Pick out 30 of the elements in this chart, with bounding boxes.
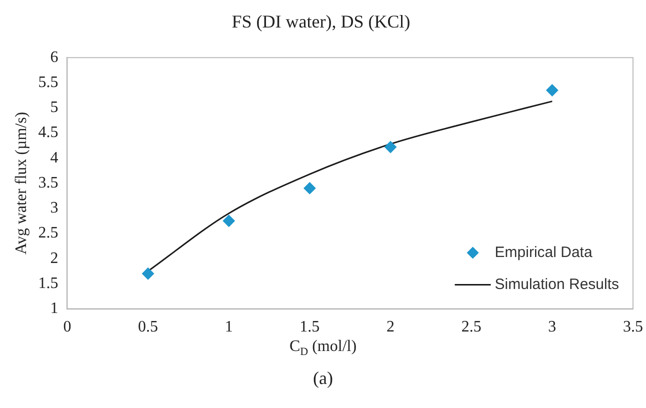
- x-tick-label: 2: [386, 318, 395, 336]
- point: [546, 84, 558, 96]
- y-tick-label: 3.5: [38, 174, 58, 192]
- y-tick-label: 1.5: [38, 274, 58, 292]
- x-tick-label: 3: [548, 318, 556, 336]
- text: (a): [312, 368, 334, 389]
- y-tick-label: 2: [50, 250, 58, 267]
- y-tick-label: 2.5: [38, 224, 58, 242]
- x-tick-label: 1.5: [300, 318, 320, 336]
- x-tick-label: 3.5: [623, 318, 643, 336]
- y-tick-label: 3: [50, 200, 58, 217]
- x-tick-label: 1: [224, 318, 233, 336]
- y-tick-label: 4: [50, 149, 58, 166]
- x-tick-label: 0.5: [138, 318, 158, 336]
- point: [304, 182, 316, 194]
- legend-label: Simulation Results: [494, 276, 619, 293]
- y-tick-label: 5: [50, 99, 58, 116]
- legend-label: Empirical Data: [494, 244, 593, 261]
- point: [384, 141, 397, 154]
- point: [142, 268, 154, 280]
- y-tick-label: 6: [50, 48, 58, 66]
- y-tick-label: 4.5: [38, 124, 58, 142]
- y-tick-label: 5.5: [38, 74, 58, 91]
- y-tick-label: 1: [50, 300, 58, 318]
- x-tick-label: 2.5: [461, 318, 482, 336]
- point: [222, 214, 235, 227]
- y-axis-title: Avg water flux (µm/s): [12, 112, 30, 255]
- x-tick-label: 0: [63, 318, 72, 336]
- x-axis-title: C$_{D}$ (mol/l): [288, 338, 358, 358]
- chart-title: FS (DI water), DS (KCl): [232, 12, 410, 32]
